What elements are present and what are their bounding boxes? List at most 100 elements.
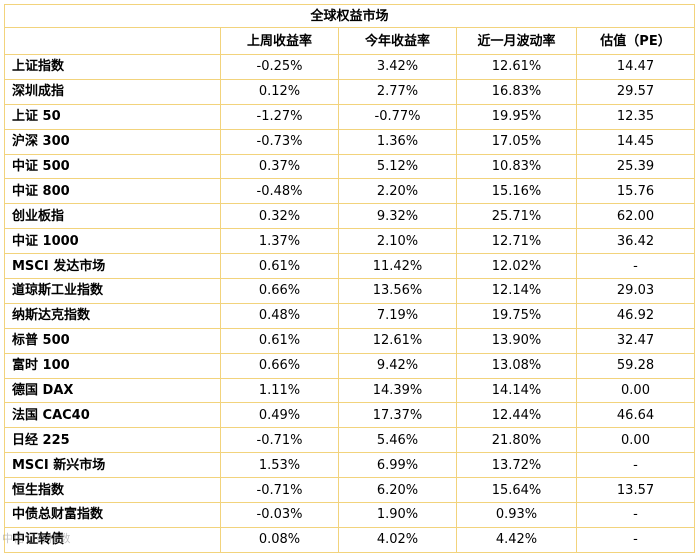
index-name-cell: 恒生指数 (4, 477, 221, 504)
index-name-cell: 沪深 300 (4, 128, 221, 155)
value-cell: 46.64 (575, 402, 696, 429)
value-cell: 0.48% (220, 302, 339, 329)
table-row: 道琼斯工业指数 0.66% 13.56% 12.14% 29.03 (4, 278, 696, 304)
value-cell: 5.46% (338, 427, 457, 454)
value-cell: 19.75% (456, 302, 577, 329)
index-name-cell: MSCI 新兴市场 (4, 452, 221, 479)
value-cell: -0.73% (220, 128, 339, 155)
header-cell-blank (4, 27, 221, 55)
value-cell: -1.27% (220, 103, 339, 130)
value-cell: - (575, 502, 696, 528)
value-cell: 13.08% (456, 352, 577, 379)
index-name-cell: MSCI 发达市场 (4, 253, 221, 280)
index-name-cell: 法国 CAC40 (4, 402, 221, 429)
equity-market-table: 全球权益市场 上周收益率 今年收益率 近一月波动率 估值（PE） 上证指数 -0.25%… (3, 4, 696, 553)
value-cell: -0.03% (220, 502, 339, 528)
value-cell: 25.71% (456, 203, 577, 230)
value-cell: 9.32% (338, 203, 457, 230)
table-row: 恒生指数 -0.71% 6.20% 15.64% 13.57 (4, 477, 696, 504)
value-cell: 0.37% (220, 153, 339, 180)
value-cell: 17.05% (456, 128, 577, 155)
value-cell: 0.93% (456, 502, 577, 528)
value-cell: - (575, 253, 696, 280)
header-cell: 估值（PE） (575, 27, 696, 55)
value-cell: 11.42% (338, 253, 457, 280)
index-name-cell: 中证转债 (4, 526, 221, 553)
index-name-cell: 标普 500 (4, 327, 221, 354)
value-cell: 6.20% (338, 477, 457, 504)
table-row: 中债总财富指数 -0.03% 1.90% 0.93% - (4, 502, 696, 528)
value-cell: 15.16% (456, 178, 577, 205)
watermark: 中信证券指数 (2, 532, 71, 545)
value-cell: 12.71% (456, 228, 577, 255)
table-title: 全球权益市场 (3, 4, 696, 28)
index-name-cell: 上证指数 (4, 54, 221, 80)
value-cell: 32.47 (575, 327, 696, 354)
value-cell: 12.61% (338, 327, 457, 354)
value-cell: 15.76 (575, 178, 696, 205)
table-row: MSCI 发达市场 0.61% 11.42% 12.02% - (4, 253, 696, 280)
value-cell: -0.77% (338, 103, 457, 130)
index-name-cell: 德国 DAX (4, 377, 221, 404)
value-cell: 17.37% (338, 402, 457, 429)
table-row: 富时 100 0.66% 9.42% 13.08% 59.28 (4, 352, 696, 379)
table-row: 日经 225 -0.71% 5.46% 21.80% 0.00 (4, 427, 696, 454)
index-name-cell: 上证 50 (4, 103, 221, 130)
value-cell: 0.66% (220, 278, 339, 304)
table-row: 中证 800 -0.48% 2.20% 15.16% 15.76 (4, 178, 696, 205)
value-cell: 36.42 (575, 228, 696, 255)
value-cell: 1.53% (220, 452, 339, 479)
index-name-cell: 中证 500 (4, 153, 221, 180)
table-body: 上证指数 -0.25% 3.42% 12.61% 14.47 深圳成指 0.12% 2.77%… (4, 54, 696, 553)
value-cell: 3.42% (338, 54, 457, 80)
value-cell: 12.35 (575, 103, 696, 130)
value-cell: -0.71% (220, 427, 339, 454)
value-cell: 5.12% (338, 153, 457, 180)
table-row: 上证 50 -1.27% -0.77% 19.95% 12.35 (4, 103, 696, 130)
value-cell: 1.37% (220, 228, 339, 255)
value-cell: 10.83% (456, 153, 577, 180)
value-cell: 14.45 (575, 128, 696, 155)
header-cell: 近一月波动率 (456, 27, 577, 55)
value-cell: 46.92 (575, 302, 696, 329)
value-cell: 0.32% (220, 203, 339, 230)
table-row: MSCI 新兴市场 1.53% 6.99% 13.72% - (4, 452, 696, 479)
value-cell: 4.42% (456, 526, 577, 553)
table-row: 德国 DAX 1.11% 14.39% 14.14% 0.00 (4, 377, 696, 404)
value-cell: -0.25% (220, 54, 339, 80)
value-cell: 16.83% (456, 78, 577, 105)
value-cell: 0.00 (575, 427, 696, 454)
value-cell: 12.14% (456, 278, 577, 304)
value-cell: 2.10% (338, 228, 457, 255)
value-cell: - (575, 526, 696, 553)
value-cell: 0.08% (220, 526, 339, 553)
value-cell: -0.48% (220, 178, 339, 205)
index-name-cell: 富时 100 (4, 352, 221, 379)
value-cell: 62.00 (575, 203, 696, 230)
value-cell: 13.56% (338, 278, 457, 304)
value-cell: 2.20% (338, 178, 457, 205)
value-cell: 0.49% (220, 402, 339, 429)
value-cell: 29.03 (575, 278, 696, 304)
value-cell: 0.61% (220, 253, 339, 280)
table-row: 沪深 300 -0.73% 1.36% 17.05% 14.45 (4, 128, 696, 155)
value-cell: 0.12% (220, 78, 339, 105)
value-cell: 15.64% (456, 477, 577, 504)
value-cell: 25.39 (575, 153, 696, 180)
value-cell: 4.02% (338, 526, 457, 553)
value-cell: 0.00 (575, 377, 696, 404)
value-cell: 29.57 (575, 78, 696, 105)
value-cell: 59.28 (575, 352, 696, 379)
table-row: 上证指数 -0.25% 3.42% 12.61% 14.47 (4, 54, 696, 80)
table-row: 中证转债 0.08% 4.02% 4.42% - (4, 526, 696, 553)
value-cell: 14.39% (338, 377, 457, 404)
table-row: 深圳成指 0.12% 2.77% 16.83% 29.57 (4, 78, 696, 105)
index-name-cell: 深圳成指 (4, 78, 221, 105)
header-cell: 上周收益率 (220, 27, 339, 55)
index-name-cell: 日经 225 (4, 427, 221, 454)
value-cell: 13.72% (456, 452, 577, 479)
value-cell: 0.66% (220, 352, 339, 379)
value-cell: 1.11% (220, 377, 339, 404)
table-row: 法国 CAC40 0.49% 17.37% 12.44% 46.64 (4, 402, 696, 429)
index-name-cell: 道琼斯工业指数 (4, 278, 221, 304)
